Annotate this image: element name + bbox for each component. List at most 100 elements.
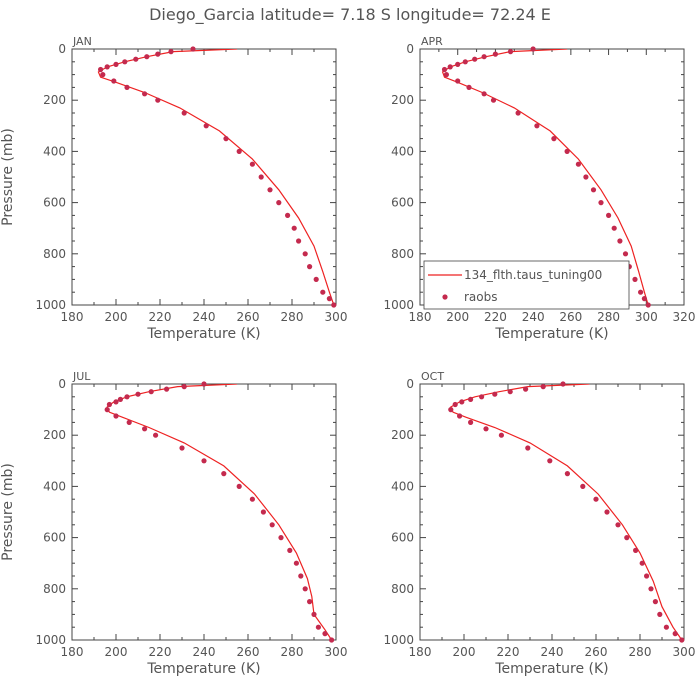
raobs-point — [632, 276, 638, 282]
raobs-point — [331, 302, 337, 308]
raobs-point — [260, 509, 266, 515]
raobs-point — [590, 187, 597, 193]
raobs-point — [201, 381, 207, 387]
raobs-point — [490, 97, 497, 103]
x-tick-label: 220 — [149, 645, 172, 659]
raobs-point — [113, 61, 119, 67]
raobs-point — [326, 296, 332, 302]
y-tick-label: 0 — [406, 42, 414, 56]
raobs-point — [329, 637, 335, 643]
y-tick-label: 800 — [391, 582, 414, 596]
raobs-point — [457, 413, 463, 419]
raobs-point — [564, 148, 570, 154]
x-tick-label: 300 — [635, 310, 658, 324]
x-tick-label: 180 — [409, 310, 432, 324]
raobs-point — [483, 426, 489, 432]
x-tick-label: 300 — [673, 645, 696, 659]
raobs-point — [133, 56, 139, 62]
x-axis-label: Temperature (K) — [494, 661, 608, 677]
raobs-point — [441, 66, 448, 73]
x-tick-label: 300 — [325, 310, 348, 324]
raobs-point — [124, 84, 130, 90]
raobs-point — [468, 419, 474, 425]
raobs-point — [645, 302, 651, 308]
raobs-point — [611, 225, 617, 231]
raobs-point — [648, 586, 654, 592]
raobs-point — [459, 399, 465, 405]
y-tick-label: 400 — [43, 144, 66, 158]
raobs-point — [113, 413, 119, 419]
y-tick-label: 0 — [406, 377, 414, 391]
x-tick-label: 280 — [281, 645, 304, 659]
raobs-point — [291, 225, 297, 231]
model-profile-line — [441, 49, 649, 305]
x-tick-label: 180 — [61, 310, 84, 324]
raobs-point — [657, 611, 663, 618]
y-tick-label: 800 — [391, 247, 414, 261]
x-tick-label: 220 — [497, 645, 520, 659]
raobs-point — [298, 573, 304, 579]
raobs-point — [580, 483, 586, 489]
raobs-point — [181, 110, 187, 116]
raobs-point — [236, 483, 242, 489]
raobs-point — [479, 394, 485, 400]
raobs-point — [448, 407, 454, 413]
raobs-point — [179, 445, 185, 451]
panel-month-label: JUL — [72, 370, 91, 383]
raobs-point — [523, 386, 529, 392]
raobs-point — [472, 56, 478, 62]
raobs-point — [624, 535, 630, 541]
raobs-point — [236, 148, 242, 154]
raobs-point — [447, 64, 453, 70]
raobs-point — [466, 84, 472, 90]
y-axis-label: Pressure (mb) — [0, 128, 16, 226]
raobs-point — [598, 200, 604, 206]
raobs-point — [452, 401, 458, 408]
raobs-point — [575, 161, 582, 167]
raobs-point — [142, 91, 148, 97]
y-tick-label: 800 — [43, 582, 66, 596]
raobs-point — [551, 136, 557, 142]
legend-model-label: 134_flth.taus_tuning00 — [464, 268, 602, 282]
raobs-point — [249, 496, 255, 502]
y-tick-label: 200 — [391, 428, 414, 442]
figure-title: Diego_Garcia latitude= 7.18 S longitude=… — [149, 5, 551, 25]
raobs-point — [144, 54, 150, 60]
x-tick-label: 260 — [237, 310, 260, 324]
x-tick-label: 200 — [105, 310, 128, 324]
raobs-point — [221, 471, 227, 477]
raobs-point — [104, 407, 110, 413]
raobs-point — [164, 386, 170, 392]
raobs-point — [525, 445, 531, 451]
raobs-point — [322, 631, 328, 637]
raobs-point — [168, 49, 174, 55]
raobs-point — [492, 391, 498, 397]
y-tick-label: 600 — [43, 531, 66, 545]
raobs-point — [652, 599, 659, 605]
y-tick-label: 1000 — [383, 633, 414, 647]
raobs-point — [293, 560, 299, 566]
raobs-point — [315, 624, 321, 630]
raobs-point — [679, 637, 685, 643]
y-tick-label: 0 — [58, 42, 66, 56]
x-tick-label: 200 — [453, 645, 476, 659]
model-profile-line — [97, 49, 335, 305]
raobs-point — [148, 389, 154, 395]
legend-obs-label: raobs — [464, 290, 498, 304]
raobs-point — [507, 389, 513, 395]
raobs-point — [296, 238, 302, 244]
y-tick-label: 600 — [43, 196, 66, 210]
x-tick-label: 220 — [149, 310, 172, 324]
panel-apr: 180 200 220 240 260 280 300 320 0 200 400 600 800 100… — [383, 35, 695, 342]
raobs-point — [515, 110, 521, 116]
raobs-point — [190, 46, 196, 52]
x-tick-label: 280 — [597, 310, 620, 324]
raobs-point — [606, 212, 612, 218]
raobs-point — [258, 174, 264, 180]
y-tick-label: 1000 — [35, 633, 66, 647]
y-tick-label: 200 — [391, 93, 414, 107]
raobs-point — [583, 174, 589, 180]
